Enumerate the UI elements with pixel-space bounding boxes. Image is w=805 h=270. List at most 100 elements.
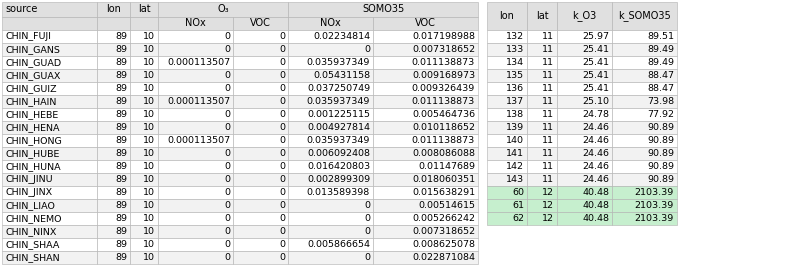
Text: 0: 0 <box>224 253 230 262</box>
Text: 89: 89 <box>115 45 127 54</box>
Text: 0.005266242: 0.005266242 <box>412 214 475 223</box>
Bar <box>233 121 288 134</box>
Bar <box>527 186 557 199</box>
Bar <box>158 95 233 108</box>
Text: 0.008625078: 0.008625078 <box>412 240 475 249</box>
Bar <box>557 212 612 225</box>
Bar <box>557 56 612 69</box>
Bar <box>2 56 97 69</box>
Text: 11: 11 <box>542 58 554 67</box>
Bar <box>612 56 677 69</box>
Bar <box>97 173 130 186</box>
Bar <box>373 17 478 30</box>
Bar <box>2 160 97 173</box>
Bar <box>612 121 677 134</box>
Text: 0.009168973: 0.009168973 <box>412 71 475 80</box>
Bar <box>487 43 527 56</box>
Bar <box>612 30 677 43</box>
Bar <box>130 43 158 56</box>
Bar <box>233 17 288 30</box>
Text: 10: 10 <box>143 149 155 158</box>
Bar <box>527 82 557 95</box>
Bar <box>130 82 158 95</box>
Bar <box>487 82 527 95</box>
Bar <box>612 108 677 121</box>
Bar <box>527 173 557 186</box>
Bar <box>233 160 288 173</box>
Bar <box>158 134 233 147</box>
Text: 0.005866654: 0.005866654 <box>307 240 370 249</box>
Text: 88.47: 88.47 <box>647 71 674 80</box>
Text: 0: 0 <box>279 32 285 41</box>
Text: 143: 143 <box>506 175 524 184</box>
Text: 25.10: 25.10 <box>582 97 609 106</box>
Text: 140: 140 <box>506 136 524 145</box>
Text: 10: 10 <box>143 45 155 54</box>
Text: 139: 139 <box>506 123 524 132</box>
Bar <box>288 56 373 69</box>
Bar <box>97 212 130 225</box>
Text: 89: 89 <box>115 71 127 80</box>
Bar <box>373 160 478 173</box>
Text: 11: 11 <box>542 149 554 158</box>
Bar <box>288 108 373 121</box>
Text: 89: 89 <box>115 175 127 184</box>
Text: 0.001225115: 0.001225115 <box>307 110 370 119</box>
Bar <box>487 134 527 147</box>
Text: 0.009326439: 0.009326439 <box>411 84 475 93</box>
Bar <box>130 212 158 225</box>
Text: CHIN_FUJI: CHIN_FUJI <box>5 32 51 41</box>
Text: 0: 0 <box>279 97 285 106</box>
Bar <box>97 30 130 43</box>
Text: 0: 0 <box>279 149 285 158</box>
Text: 89: 89 <box>115 97 127 106</box>
Bar <box>130 30 158 43</box>
Bar <box>557 108 612 121</box>
Text: 61: 61 <box>512 201 524 210</box>
Bar <box>527 69 557 82</box>
Text: 0: 0 <box>279 45 285 54</box>
Bar <box>233 147 288 160</box>
Text: 10: 10 <box>143 188 155 197</box>
Bar <box>288 30 373 43</box>
Text: 0.000113507: 0.000113507 <box>167 58 230 67</box>
Text: 0: 0 <box>279 84 285 93</box>
Bar <box>557 43 612 56</box>
Bar <box>288 69 373 82</box>
Text: 90.89: 90.89 <box>647 123 674 132</box>
Bar <box>158 56 233 69</box>
Text: 89: 89 <box>115 188 127 197</box>
Text: 10: 10 <box>143 123 155 132</box>
Text: 40.48: 40.48 <box>582 188 609 197</box>
Text: 10: 10 <box>143 227 155 236</box>
Bar <box>288 173 373 186</box>
Bar <box>527 108 557 121</box>
Text: 0.017198988: 0.017198988 <box>412 32 475 41</box>
Text: CHIN_HAIN: CHIN_HAIN <box>5 97 56 106</box>
Bar <box>233 43 288 56</box>
Text: 0.007318652: 0.007318652 <box>412 45 475 54</box>
Bar <box>97 134 130 147</box>
Text: O₃: O₃ <box>217 5 229 15</box>
Text: CHIN_GUAD: CHIN_GUAD <box>5 58 61 67</box>
Bar <box>612 212 677 225</box>
Bar <box>233 30 288 43</box>
Text: 0: 0 <box>224 188 230 197</box>
Bar <box>373 251 478 264</box>
Bar <box>288 160 373 173</box>
Bar <box>2 121 97 134</box>
Text: 10: 10 <box>143 175 155 184</box>
Text: 0: 0 <box>224 227 230 236</box>
Bar <box>612 69 677 82</box>
Bar <box>130 147 158 160</box>
Bar <box>158 186 233 199</box>
Bar <box>2 147 97 160</box>
Text: 11: 11 <box>542 110 554 119</box>
Text: 11: 11 <box>542 45 554 54</box>
Text: 10: 10 <box>143 253 155 262</box>
Text: 11: 11 <box>542 84 554 93</box>
Text: lon: lon <box>500 11 514 21</box>
Text: 90.89: 90.89 <box>647 162 674 171</box>
Text: 0.015638291: 0.015638291 <box>412 188 475 197</box>
Bar <box>557 173 612 186</box>
